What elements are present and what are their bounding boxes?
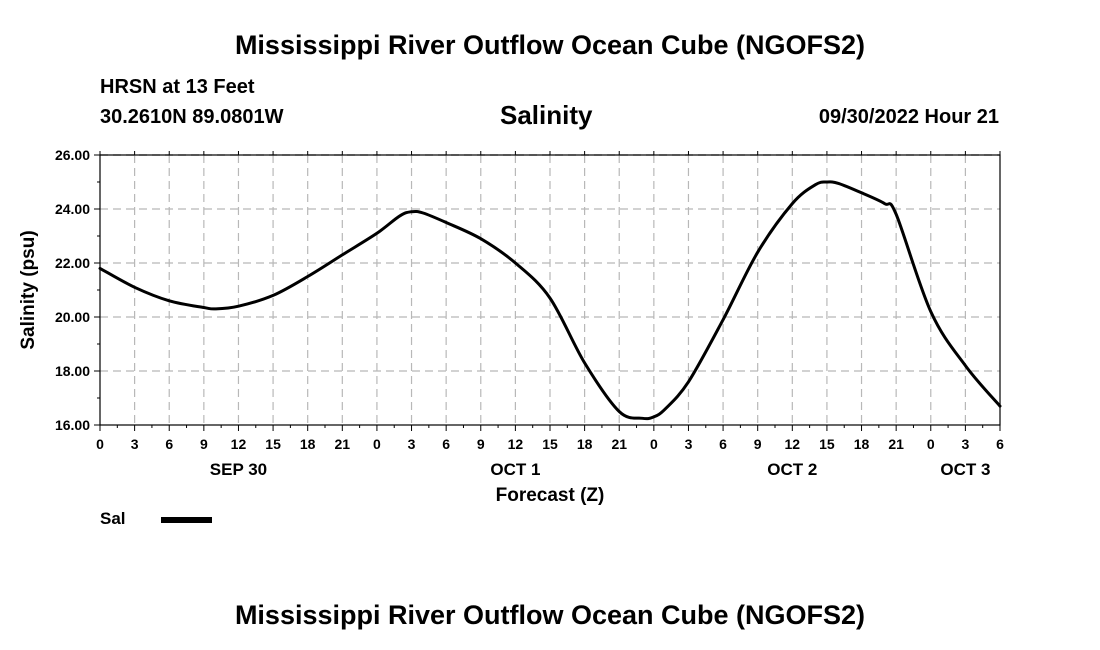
x-tick-label: 12 [231,436,247,452]
x-tick-label: 9 [477,436,485,452]
x-tick-label: 3 [961,436,969,452]
x-tick-label: 21 [888,436,904,452]
x-tick-label: 0 [96,436,104,452]
y-tick-label: 18.00 [55,363,90,379]
y-axis-label: Salinity (psu) [18,230,39,349]
main-title: Mississippi River Outflow Ocean Cube (NG… [234,30,866,60]
series-layer [98,180,1002,421]
x-tick-label: 21 [335,436,351,452]
x-tick-label: 9 [754,436,762,452]
x-tick-label: 0 [373,436,381,452]
x-tick-label: 12 [508,436,524,452]
x-tick-label: 21 [611,436,627,452]
x-tick-label: 15 [265,436,281,452]
y-tick-label: 20.00 [55,309,90,325]
x-tick-label: 15 [819,436,835,452]
x-tick-label: 3 [685,436,693,452]
axis-layer: 0 3 6 9 12 15 18 21 0 3 6 9 12 15 18 21 0 3 6 9 12 15 18 21 0 3 6 1… [18,147,1004,506]
y-tick-label: 22.00 [55,255,90,271]
forecast-datetime: 09/30/2022 Hour 21 [818,106,999,128]
legend-label: Sal [100,509,126,528]
x-tick-label: 18 [854,436,870,452]
x-tick-label: 18 [300,436,316,452]
x-tick-label: 12 [785,436,801,452]
day-label: OCT 3 [940,460,990,479]
y-tick-label: 16.00 [55,417,90,433]
x-tick-label: 6 [719,436,727,452]
day-label: OCT 1 [490,460,540,479]
chart-subtitle: Salinity [500,100,593,130]
y-tick-label: 24.00 [55,201,90,217]
y-tick-label: 26.00 [55,147,90,163]
x-tick-label: 3 [131,436,139,452]
coordinates-label: 30.2610N 89.0801W [100,106,284,128]
plot-frame [99,154,1001,426]
station-label: HRSN at 13 Feet [100,76,255,98]
x-tick-label: 0 [650,436,658,452]
x-tick-label: 15 [542,436,558,452]
day-label: OCT 2 [767,460,817,479]
x-tick-label: 6 [996,436,1004,452]
x-axis-label: Forecast (Z) [496,485,605,506]
day-label: SEP 30 [210,460,267,479]
x-tick-label: 9 [200,436,208,452]
x-tick-label: 18 [577,436,593,452]
x-tick-label: 6 [442,436,450,452]
legend-swatch [161,517,212,523]
x-tick-label: 6 [165,436,173,452]
x-tick-label: 0 [927,436,935,452]
footer-title: Mississippi River Outflow Ocean Cube (NG… [234,600,866,630]
series-line-sal [98,180,1002,421]
x-tick-label: 3 [408,436,416,452]
